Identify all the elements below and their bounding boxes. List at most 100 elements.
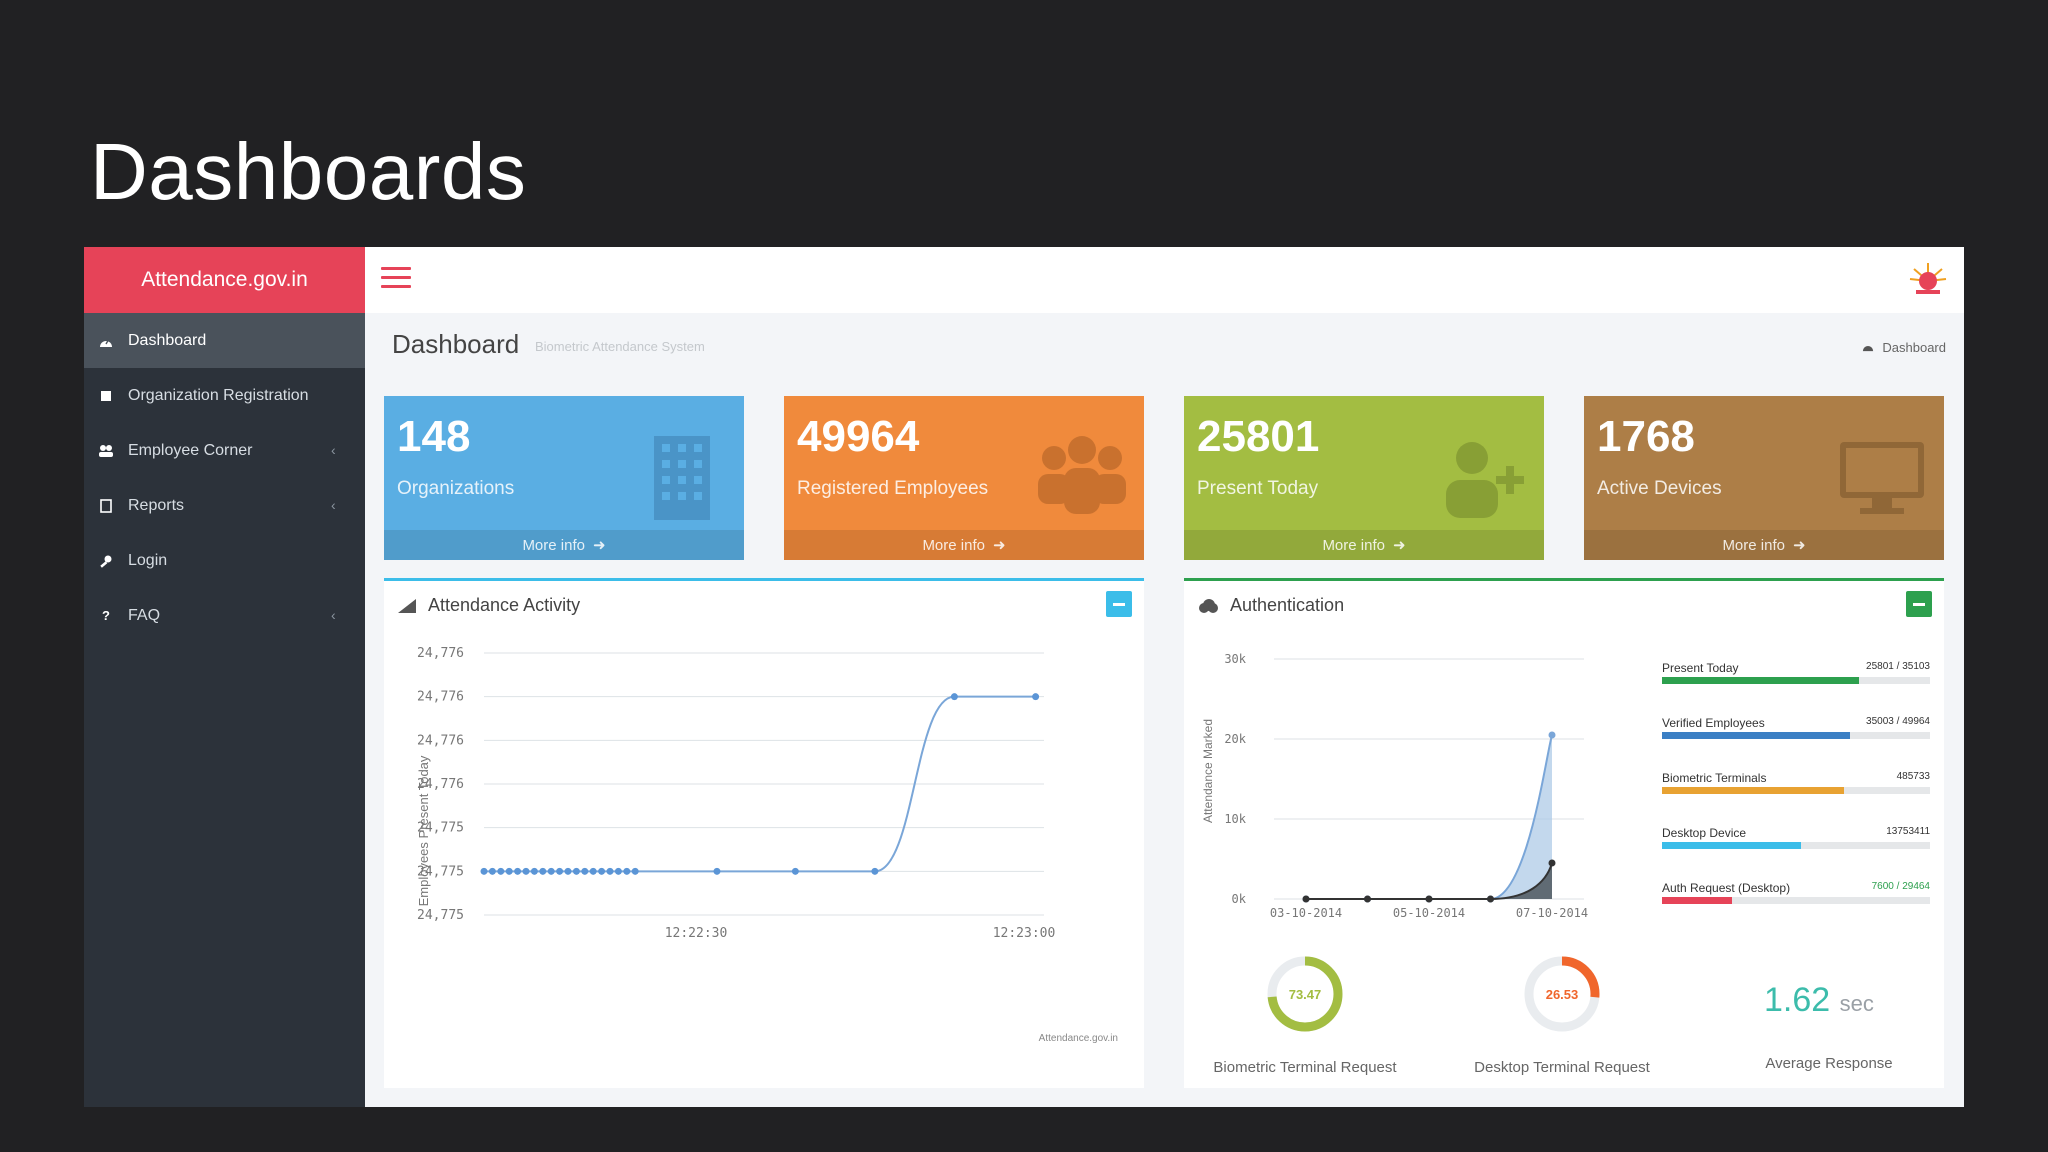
series-area: [1306, 735, 1552, 899]
sidebar-item-faq[interactable]: ? FAQ ‹: [84, 588, 365, 643]
sidebar-item-login[interactable]: Login: [84, 533, 365, 588]
page-subtitle: Biometric Attendance System: [535, 339, 705, 354]
x-tick-label: 03-10-2014: [1270, 906, 1342, 920]
data-point: [950, 693, 958, 701]
data-point: [1548, 731, 1556, 739]
progress-bar: [1662, 677, 1859, 684]
dashboard-app: Attendance.gov.in Dashboard Organization…: [84, 247, 1964, 1107]
hamburger-icon[interactable]: [381, 267, 411, 291]
breadcrumb-label: Dashboard: [1882, 340, 1946, 355]
data-point: [488, 867, 496, 875]
sidebar-item-reports[interactable]: Reports ‹: [84, 478, 365, 533]
arrow-circle-right-icon: ➜: [1392, 537, 1406, 554]
data-point: [572, 867, 580, 875]
progress-bar: [1662, 842, 1802, 849]
data-point: [530, 867, 538, 875]
more-info-link[interactable]: More info ➜: [1584, 530, 1944, 560]
stat-box-organizations: 148 Organizations More info ➜: [384, 396, 744, 560]
stat-box-present-today: 25801 Present Today More info ➜: [1184, 396, 1544, 560]
metric-unit: sec: [1839, 991, 1874, 1016]
progress-label: Biometric Terminals: [1662, 771, 1767, 785]
data-point: [1548, 859, 1556, 867]
monitor-icon: [1840, 442, 1924, 514]
more-info-label: More info: [1322, 536, 1385, 554]
progress-auth-request-desktop: Auth Request (Desktop) 7600 / 29464: [1662, 881, 1930, 905]
donut-arc: [1267, 956, 1343, 1032]
arrow-circle-right-icon: ➜: [1792, 537, 1806, 554]
stat-box-active-devices: 1768 Active Devices More info ➜: [1584, 396, 1944, 560]
panel-title: Attendance Activity: [398, 595, 580, 616]
dashboard-icon: [98, 333, 114, 349]
breadcrumb[interactable]: Dashboard: [1862, 340, 1946, 355]
donut-value: 26.53: [1546, 987, 1579, 1002]
data-point: [1302, 895, 1310, 903]
data-point: [589, 867, 597, 875]
progress-value: 35003 / 49964: [1866, 716, 1930, 727]
sidebar-item-dashboard[interactable]: Dashboard: [84, 313, 365, 368]
progress-present-today: Present Today 25801 / 35103: [1662, 661, 1930, 685]
data-point: [497, 867, 505, 875]
data-point: [514, 867, 522, 875]
data-point: [539, 867, 547, 875]
data-point: [1487, 895, 1494, 903]
progress-label: Verified Employees: [1662, 716, 1765, 730]
progress-bar: [1662, 787, 1845, 794]
series-line: [1306, 862, 1553, 900]
stat-label: Active Devices: [1597, 478, 1722, 499]
donut-arc: [1524, 956, 1600, 1032]
donut-label: Biometric Terminal Request: [1213, 1059, 1397, 1076]
series-area: [1306, 863, 1552, 899]
content-area: Dashboard Biometric Attendance System Da…: [365, 313, 1964, 1107]
chart-credit: Attendance.gov.in: [1039, 1033, 1118, 1044]
file-icon: [98, 498, 114, 514]
chevron-left-icon: ‹: [331, 442, 336, 458]
data-point: [598, 867, 606, 875]
progress-verified-employees: Verified Employees 35003 / 49964: [1662, 716, 1930, 740]
y-tick-label: 24,776: [417, 733, 464, 748]
data-point: [1032, 693, 1040, 701]
stat-label: Organizations: [397, 478, 515, 499]
donut-value: 73.47: [1289, 987, 1322, 1002]
stat-value: 148: [397, 412, 471, 461]
collapse-button[interactable]: [1106, 591, 1132, 617]
sidebar-item-organization-registration[interactable]: Organization Registration: [84, 368, 365, 423]
y-tick-label: 0k: [1232, 892, 1247, 906]
data-point: [1425, 895, 1433, 903]
x-tick-label: 07-10-2014: [1516, 906, 1588, 920]
progress-bar: [1662, 732, 1850, 739]
arrow-circle-right-icon: ➜: [592, 537, 606, 554]
sidebar-item-label: Dashboard: [128, 331, 207, 349]
cloud-icon: [1198, 598, 1218, 613]
panel-title-label: Authentication: [1230, 595, 1345, 615]
brand-logo[interactable]: Attendance.gov.in: [84, 247, 365, 313]
y-tick-label: 10k: [1224, 812, 1246, 826]
panel-title-label: Attendance Activity: [428, 595, 581, 615]
more-info-link[interactable]: More info ➜: [1184, 530, 1544, 560]
more-info-link[interactable]: More info ➜: [384, 530, 744, 560]
stat-label: Present Today: [1197, 478, 1319, 499]
more-info-link[interactable]: More info ➜: [784, 530, 1144, 560]
more-info-label: More info: [1722, 536, 1785, 554]
user-add-icon: [1446, 442, 1524, 518]
progress-value: 7600 / 29464: [1871, 881, 1930, 892]
data-point: [556, 867, 564, 875]
x-tick-label: 12:23:00: [993, 926, 1056, 941]
x-tick-label: 12:22:30: [665, 926, 728, 941]
authentication-chart: Attendance Marked 0k 10k 20k 30k 03-10-2014 0…: [1201, 652, 1588, 920]
data-point: [623, 867, 631, 875]
metric-label: Average Response: [1765, 1055, 1893, 1072]
attendance-activity-panel: Attendance Activity Employees Present To…: [384, 578, 1144, 1088]
y-tick-label: 24,776: [417, 646, 464, 661]
y-tick-label: 20k: [1224, 732, 1246, 746]
stat-value: 25801: [1197, 412, 1320, 461]
signal-icon: [398, 598, 416, 613]
progress-label: Auth Request (Desktop): [1662, 881, 1791, 895]
progress-bar: [1662, 897, 1732, 904]
sidebar-item-employee-corner[interactable]: Employee Corner ‹: [84, 423, 365, 478]
data-point: [606, 867, 614, 875]
data-point: [791, 867, 799, 875]
sidebar-item-label: FAQ: [128, 606, 161, 624]
collapse-button[interactable]: [1906, 591, 1932, 617]
more-info-label: More info: [922, 536, 985, 554]
sidebar-item-label: Login: [128, 551, 168, 569]
